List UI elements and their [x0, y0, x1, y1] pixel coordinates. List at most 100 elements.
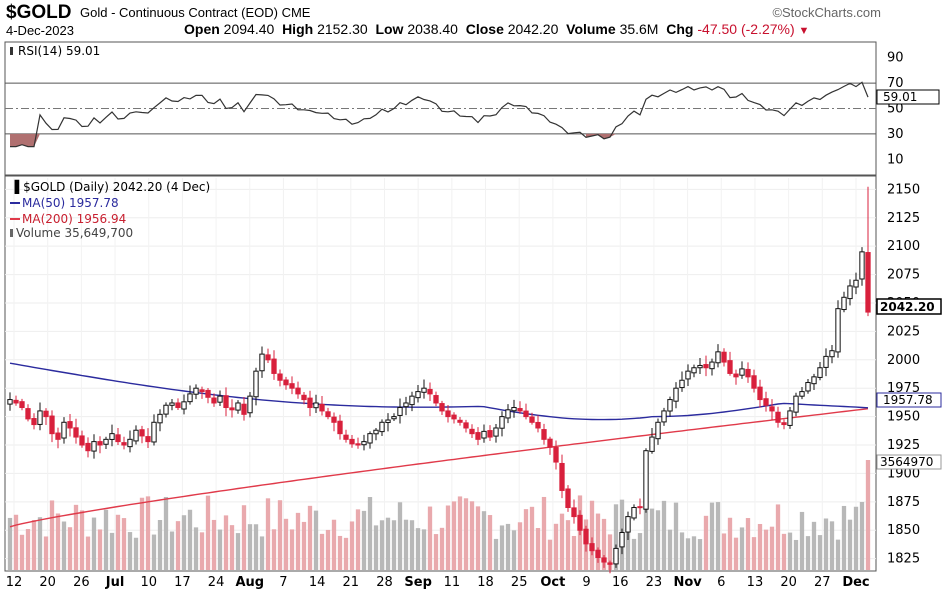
candle-body [385, 419, 391, 424]
candle-body [235, 402, 241, 411]
volume-bar [601, 518, 607, 570]
symbol-description: Gold - Continuous Contract (EOD) CME [80, 5, 310, 20]
candle-body [511, 407, 517, 412]
price-tick-label: 1850 [887, 523, 920, 538]
x-tick-label: 11 [444, 575, 461, 589]
candle-body [805, 382, 811, 392]
candle-body [283, 379, 289, 386]
volume-bar [319, 533, 325, 570]
volume-bar [751, 537, 757, 570]
volume-bar [163, 496, 169, 570]
stockcharts-logo[interactable]: ©StockCharts.com [772, 5, 881, 20]
volume-bar [847, 519, 853, 570]
candle-body [31, 418, 37, 426]
candle-body [703, 364, 709, 369]
volume-bar [469, 501, 475, 570]
price-tick-label: 2100 [887, 239, 920, 254]
volume-bar [367, 497, 373, 570]
volume-bar [535, 527, 541, 570]
volume-bar [451, 501, 457, 570]
candles [7, 186, 871, 574]
volume-bar [337, 535, 343, 570]
candle-body [121, 442, 127, 446]
volume-bar [283, 518, 289, 570]
volume-bar [343, 537, 349, 570]
candle-body [643, 450, 649, 510]
rsi-tick-label: 90 [887, 51, 904, 66]
price-legend: ▐ $GOLD (Daily) 2042.20 (4 Dec) MA(50) 1… [10, 179, 210, 240]
candle-body [343, 434, 349, 440]
volume-bar [205, 495, 211, 570]
volume-bar [865, 460, 871, 570]
volume-bar [823, 518, 829, 570]
candle-body [793, 395, 799, 413]
candle-body [601, 557, 607, 563]
close-value: 2042.20 [507, 21, 559, 37]
candle-body [607, 562, 613, 565]
candle-body [241, 403, 247, 415]
volume-bar [643, 508, 649, 570]
candle-body [337, 420, 343, 435]
close-label: Close [465, 21, 504, 37]
volume-bar [547, 539, 553, 570]
x-tick-label: Sep [404, 575, 432, 589]
volume-bar [7, 517, 13, 570]
candle-body [73, 427, 79, 438]
x-tick-label: 28 [376, 575, 393, 589]
candle-body [859, 251, 865, 280]
price-legend-label: $GOLD (Daily) 2042.20 (4 Dec) [23, 180, 210, 194]
rsi-panel: RSI(14) 59.01 90 70 50 30 10 59.01 [4, 41, 940, 176]
candle-body [247, 395, 253, 414]
chart-header: $GOLD Gold - Continuous Contract (EOD) C… [0, 0, 945, 40]
candle-body [55, 432, 61, 440]
candle-body [541, 429, 547, 440]
volume-bar [499, 525, 505, 570]
volume-bar [217, 529, 223, 570]
candle-body [229, 407, 235, 411]
volume-bar [811, 521, 817, 570]
candle-body [733, 373, 739, 378]
volume-bar [757, 523, 763, 570]
volume-bar [679, 532, 685, 570]
candle-body [145, 436, 151, 443]
volume-bar [235, 533, 241, 570]
volume-bar [49, 500, 55, 570]
volume-bar [733, 537, 739, 570]
candle-body [799, 391, 805, 397]
ma50-line [9, 362, 869, 421]
low-label: Low [375, 21, 404, 37]
volume-bar [103, 509, 109, 570]
candle-body [769, 406, 775, 412]
volume-tag-box [876, 454, 942, 470]
x-tick-label: 12 [6, 575, 23, 589]
candle-body [727, 360, 733, 374]
volume-bar [169, 531, 175, 570]
volume-bar [607, 534, 613, 570]
candle-body [25, 408, 31, 420]
price-tick-label: 2000 [887, 353, 920, 368]
volume-bar [61, 521, 67, 570]
volume-legend-text: Volume 35,649,700 [16, 226, 133, 240]
volume-bar [349, 521, 355, 570]
candle-body [379, 421, 385, 433]
candle-body [265, 354, 271, 361]
x-tick-label: Dec [842, 575, 869, 589]
x-tick-label: 24 [208, 575, 225, 589]
price-tick-label: 1825 [887, 552, 920, 567]
candle-body [151, 421, 157, 443]
volume-bar [739, 527, 745, 570]
candle-body [157, 413, 163, 424]
candle-body [163, 404, 169, 415]
x-tick-label: 14 [309, 575, 326, 589]
volume-bar [799, 511, 805, 570]
candle-body [739, 368, 745, 376]
candle-body [13, 399, 19, 404]
rsi-legend-icon [10, 47, 13, 55]
volume-bar [793, 539, 799, 570]
down-arrow-icon: ▼ [798, 25, 810, 37]
volume-bar [517, 522, 523, 570]
volume-bar [673, 502, 679, 570]
candle-body [463, 422, 469, 429]
rsi-tick-label: 50 [887, 102, 904, 117]
